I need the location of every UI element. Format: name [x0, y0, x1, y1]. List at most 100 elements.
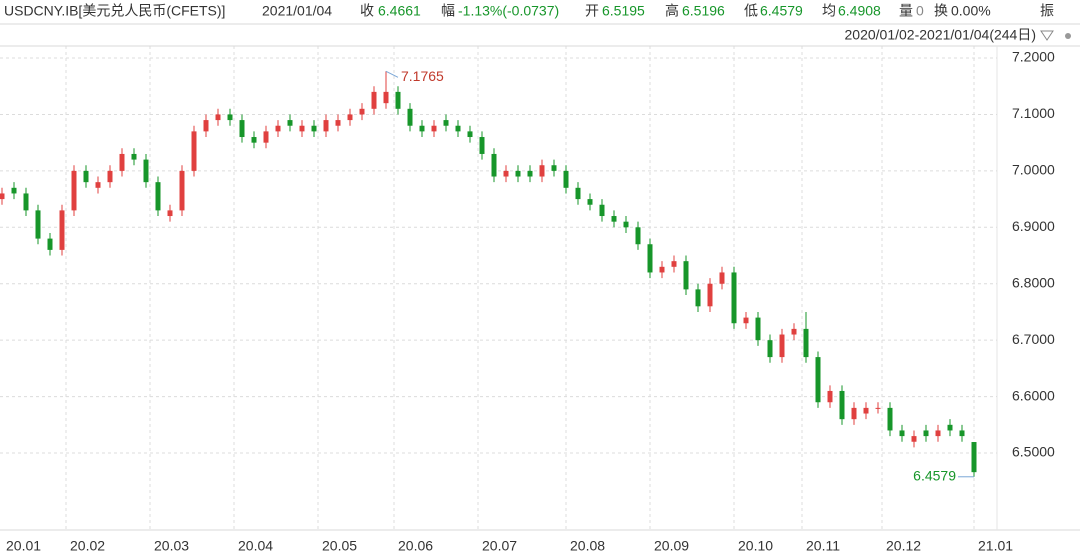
candle-body	[803, 328, 809, 358]
candle-body	[647, 244, 653, 273]
candle-body	[671, 261, 677, 267]
candle-body	[599, 204, 605, 217]
candle-body	[731, 272, 737, 324]
candle-body	[119, 153, 125, 171]
candle-body	[827, 390, 833, 403]
candle-body	[239, 120, 245, 138]
x-tick-label: 20.07	[482, 538, 517, 554]
candle-body	[551, 165, 557, 171]
field-value: 6.5195	[602, 3, 645, 19]
candle-body	[11, 187, 17, 194]
field-value: 0	[916, 3, 924, 19]
candle-body	[539, 165, 545, 177]
candle-body	[791, 328, 797, 335]
field-label: 高	[665, 3, 679, 19]
x-tick-label: 20.05	[322, 538, 357, 554]
candle-body	[503, 170, 509, 177]
y-tick-label: 6.8000	[1012, 274, 1055, 290]
x-tick-label: 21.01	[978, 538, 1013, 554]
x-tick-label: 20.01	[6, 538, 41, 554]
candle-body	[851, 407, 857, 420]
candle-body	[167, 210, 173, 217]
candle-body	[443, 120, 449, 126]
y-tick-label: 6.6000	[1012, 387, 1055, 403]
candle-body	[155, 182, 161, 211]
candle-body	[0, 193, 5, 200]
field-value: 6.5196	[682, 3, 725, 19]
x-tick-label: 20.06	[398, 538, 433, 554]
candle-body	[575, 187, 581, 200]
candle-body	[251, 137, 257, 143]
range-toggle[interactable]	[1040, 30, 1054, 41]
field-value: 6.4579	[760, 3, 803, 19]
low-annotation: 6.4579	[913, 467, 956, 483]
candle-body	[959, 430, 965, 437]
high-annotation: 7.1765	[401, 68, 444, 84]
candle-body	[947, 424, 953, 431]
candle-body	[275, 125, 281, 132]
candle-body	[395, 91, 401, 109]
candle-body	[227, 114, 233, 121]
x-tick-label: 20.03	[154, 538, 189, 554]
x-tick-label: 20.04	[238, 538, 273, 554]
candle-body	[899, 430, 905, 437]
candle-body	[431, 125, 437, 132]
y-tick-label: 7.0000	[1012, 162, 1055, 178]
candle-body	[719, 272, 725, 284]
candle-body	[287, 120, 293, 126]
candle-body	[131, 153, 137, 160]
candle-body	[767, 340, 773, 358]
candle-body	[107, 170, 113, 183]
field-label: 振	[1040, 3, 1054, 19]
field-label: 均	[822, 3, 836, 19]
candle-body	[695, 289, 701, 307]
candle-body	[383, 91, 389, 104]
candle-body	[47, 238, 53, 250]
candle-body	[263, 131, 269, 143]
candle-body	[527, 170, 533, 177]
x-tick-label: 20.12	[886, 538, 921, 554]
candle-body	[611, 216, 617, 222]
date-range[interactable]: 2020/01/02-2021/01/04(244日)	[845, 27, 1036, 43]
candle-body	[311, 125, 317, 132]
candle-body	[191, 131, 197, 171]
x-tick-label: 20.09	[654, 538, 689, 554]
annotation-arrow	[385, 70, 399, 78]
field-value: -1.13%(-0.0737)	[458, 3, 559, 19]
candle-body	[911, 436, 917, 442]
field-label: 幅	[441, 3, 455, 19]
candle-body	[743, 317, 749, 324]
candle-body	[839, 390, 845, 420]
candle-body	[71, 170, 77, 211]
y-tick-label: 7.2000	[1012, 49, 1055, 65]
candle-body	[179, 170, 185, 211]
field-value: 6.4908	[838, 3, 881, 19]
candle-body	[479, 137, 485, 154]
candle-body	[95, 182, 101, 188]
dot-icon	[1065, 33, 1071, 39]
candle-body	[347, 114, 353, 121]
field-value: 0.00%	[951, 3, 991, 19]
candle-body	[935, 430, 941, 437]
candle-body	[971, 442, 977, 473]
candle-body	[707, 283, 713, 307]
candle-body	[299, 125, 305, 132]
candle-body	[779, 334, 785, 358]
field-label: 低	[744, 3, 758, 19]
candle-body	[887, 407, 893, 431]
x-tick-label: 20.10	[738, 538, 773, 554]
field-label: 开	[585, 3, 599, 19]
x-tick-label: 20.11	[806, 538, 840, 554]
y-tick-label: 6.9000	[1012, 218, 1055, 234]
candle-body	[923, 430, 929, 437]
field-label: 换	[934, 3, 948, 19]
candle-body	[815, 357, 821, 403]
date: 2021/01/04	[262, 3, 332, 19]
candle-body	[875, 407, 881, 409]
candle-body	[215, 114, 221, 121]
candle-body	[143, 159, 149, 183]
candle-body	[323, 120, 329, 132]
symbol: USDCNY.IB[美元兑人民币(CFETS)]	[4, 3, 225, 19]
